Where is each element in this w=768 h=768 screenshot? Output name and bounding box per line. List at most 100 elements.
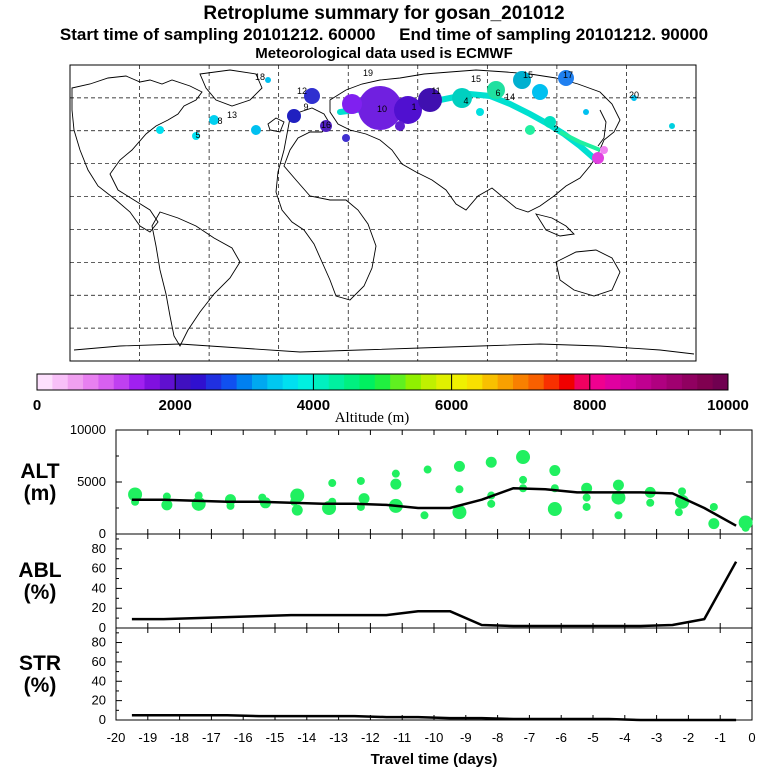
series-line <box>131 713 737 722</box>
cluster-label: 13 <box>227 110 237 120</box>
altitude-point <box>708 518 720 530</box>
colorbar-swatch <box>681 374 698 390</box>
panel-frame <box>115 627 753 721</box>
plume-cluster-dot <box>287 109 301 123</box>
altitude-point <box>549 465 561 477</box>
colorbar-swatch <box>83 374 99 390</box>
cluster-label: 2 <box>553 124 558 134</box>
y-tick-label: 10000 <box>70 422 106 437</box>
x-tick-label: -13 <box>329 730 348 745</box>
plume-cluster-dot <box>418 88 442 112</box>
x-tick-label: -18 <box>170 730 189 745</box>
altitude-point <box>547 502 562 517</box>
plume-cluster-dot <box>394 96 422 124</box>
cluster-label: 19 <box>363 68 373 78</box>
y-tick-label: 40 <box>92 580 106 595</box>
colorbar-swatch <box>98 374 115 390</box>
x-tick-label: -17 <box>202 730 221 745</box>
colorbar-swatch <box>574 374 591 390</box>
x-tick-label: -9 <box>460 730 472 745</box>
colorbar-swatch <box>175 374 192 390</box>
panel-abl: 80 60 40 20 0 ABL(%) <box>18 533 753 635</box>
plume-cluster-dot <box>192 132 200 140</box>
colorbar-swatch <box>482 374 499 390</box>
panel-frame <box>115 533 753 629</box>
colorbar-swatch <box>52 374 69 390</box>
x-tick-label: -15 <box>266 730 285 745</box>
plume-cluster-dot <box>487 81 505 99</box>
cluster-label: 8 <box>217 116 222 126</box>
colorbar-swatch <box>313 374 330 390</box>
colorbar-swatch <box>405 374 422 390</box>
cluster-label: 10 <box>377 104 387 114</box>
y-tick-label: 40 <box>92 673 106 688</box>
cluster-label: 14 <box>505 92 515 102</box>
cluster-label: 12 <box>297 86 307 96</box>
x-tick-label: -20 <box>107 730 126 745</box>
x-tick-label: -5 <box>587 730 599 745</box>
plume-cluster-dot <box>342 94 362 114</box>
plume-cluster-dot <box>513 71 531 89</box>
plume-cluster-dot <box>452 88 472 108</box>
x-tick-label: -6 <box>555 730 567 745</box>
meteo-data-note: Meteorological data used is ECMWF <box>255 45 513 62</box>
colorbar-swatch <box>129 374 145 390</box>
colorbar-swatches <box>37 374 729 390</box>
plume-cluster-dot <box>156 126 164 134</box>
colorbar-swatch <box>451 374 468 390</box>
plume-cluster-dot <box>395 121 405 131</box>
chart-title: Retroplume summary for gosan_201012 <box>203 3 565 24</box>
y-tick-label: 20 <box>92 693 106 708</box>
altitude-point <box>516 450 531 465</box>
x-tick-label: -16 <box>234 730 253 745</box>
sampling-times: Start time of sampling 20101212. 60000 E… <box>59 25 709 44</box>
altitude-point <box>358 493 370 505</box>
altitude-point <box>612 479 624 491</box>
plume-cluster-dot <box>525 125 535 135</box>
altitude-point <box>226 501 235 510</box>
altitude-point <box>391 469 400 478</box>
plume-cluster-dot <box>209 115 219 125</box>
altitude-point <box>487 499 496 508</box>
y-tick-label: 5000 <box>77 474 106 489</box>
colorbar-swatch <box>390 374 407 390</box>
y-tick-label: 80 <box>92 635 106 650</box>
colorbar-swatch <box>635 374 652 390</box>
plume-cluster-dot <box>476 108 484 116</box>
colorbar-swatch <box>159 374 176 390</box>
panel-label: ABL <box>18 559 61 582</box>
colorbar-ticks: 0 2000 4000 6000 8000 10000 <box>33 374 749 414</box>
x-tick-label: -3 <box>651 730 663 745</box>
altitude-point <box>709 502 718 511</box>
cluster-label: 20 <box>629 90 639 100</box>
x-tick-label: -14 <box>297 730 316 745</box>
world-map: 19 15 15 17 12 11 10 4 6 1 18 16 13 14 20 8 2 5 9 <box>69 64 697 362</box>
x-tick-label: -11 <box>393 730 411 745</box>
colorbar-tick-label: 6000 <box>435 397 468 414</box>
colorbar-swatch <box>513 374 529 390</box>
colorbar-swatch <box>543 374 560 390</box>
colorbar-swatch <box>666 374 683 390</box>
altitude-point <box>452 505 467 520</box>
colorbar-swatch <box>420 374 437 390</box>
y-tick-label: 0 <box>99 526 106 541</box>
colorbar-swatch <box>374 374 391 390</box>
plume-cluster-dot <box>320 120 332 132</box>
altitude-point <box>485 456 497 468</box>
plume-branch <box>559 130 601 152</box>
x-tick-label: 0 <box>748 730 755 745</box>
altitude-point <box>582 502 591 511</box>
altitude-point <box>128 487 143 502</box>
altitude-point <box>519 475 528 484</box>
colorbar-swatch <box>267 374 284 390</box>
colorbar-swatch <box>712 374 729 390</box>
cluster-label: 17 <box>563 70 573 80</box>
colorbar-swatch <box>651 374 668 390</box>
colorbar-swatch <box>620 374 637 390</box>
series-line <box>131 561 738 628</box>
colorbar-swatch <box>282 374 299 390</box>
altitude-point <box>614 511 623 520</box>
cluster-label: 4 <box>463 96 468 106</box>
panel-unit: (%) <box>24 581 57 604</box>
cluster-label: 6 <box>495 88 500 98</box>
